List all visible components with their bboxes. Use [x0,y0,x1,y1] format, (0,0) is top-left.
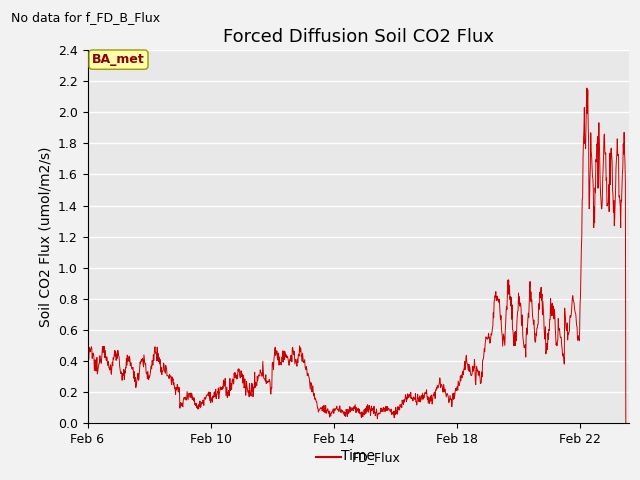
X-axis label: Time: Time [341,449,375,463]
Title: Forced Diffusion Soil CO2 Flux: Forced Diffusion Soil CO2 Flux [223,28,493,46]
Y-axis label: Soil CO2 Flux (umol/m2/s): Soil CO2 Flux (umol/m2/s) [38,146,52,327]
Text: No data for f_FD_B_Flux: No data for f_FD_B_Flux [11,11,160,24]
Legend: FD_Flux: FD_Flux [311,446,405,469]
Text: BA_met: BA_met [92,53,145,66]
